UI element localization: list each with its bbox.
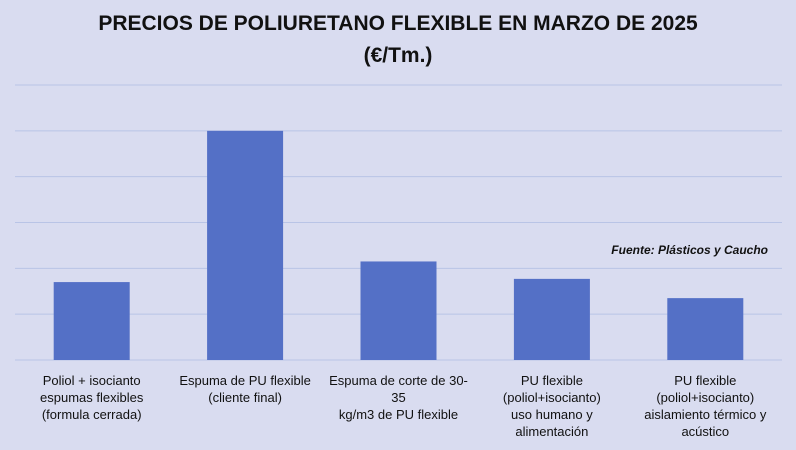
bar-1 <box>53 282 130 360</box>
bar-4 <box>513 278 590 360</box>
source-annotation: Fuente: Plásticos y Caucho <box>611 243 768 257</box>
chart-title: PRECIOS DE POLIURETANO FLEXIBLE EN MARZO… <box>98 12 698 35</box>
category-label-1: Poliol + isocianto espumas flexibles (fo… <box>40 373 144 422</box>
category-label-4: PU flexible (poliol+isocianto) uso human… <box>502 373 601 439</box>
category-label-2: Espuma de PU flexible (cliente final) <box>179 373 311 405</box>
chart-subtitle: (€/Tm.) <box>363 44 433 67</box>
category-label-5: PU flexible (poliol+isocianto) aislamien… <box>644 373 767 439</box>
bar-3 <box>360 261 437 360</box>
bar-5 <box>667 298 744 360</box>
category-label-3: Espuma de corte de 30-35 kg/m3 de PU fle… <box>329 373 468 422</box>
bars <box>53 130 744 360</box>
bar-2 <box>207 130 284 360</box>
